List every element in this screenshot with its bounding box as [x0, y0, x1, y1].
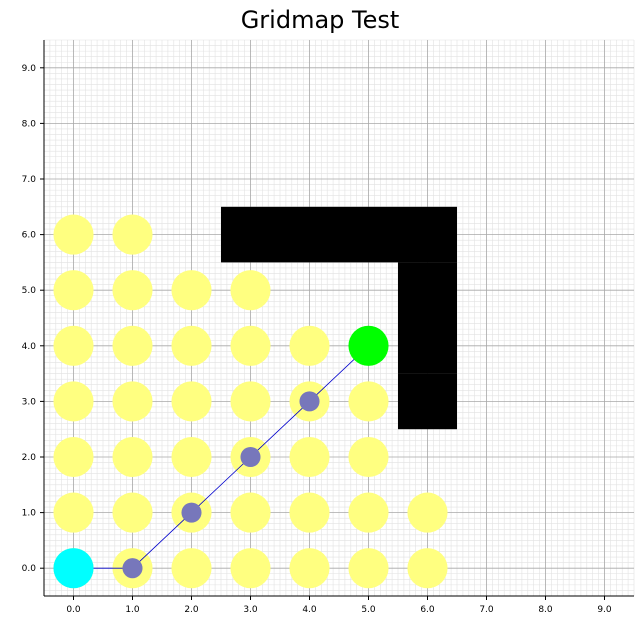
explored-cell [171, 436, 212, 478]
endpoints [53, 325, 389, 589]
goal-node [348, 325, 389, 366]
explored-cell [112, 325, 153, 366]
y-tick-label: 3.0 [22, 397, 37, 407]
obstacle-cell [398, 262, 457, 318]
y-tick-label: 9.0 [22, 64, 37, 74]
x-tick-label: 6.0 [420, 605, 435, 615]
explored-cell [53, 270, 94, 311]
axes [43, 40, 634, 597]
explored-cell [53, 214, 94, 255]
obstacle-cell [398, 206, 457, 263]
explored-cell [348, 381, 389, 422]
x-tick-label: 2.0 [184, 605, 199, 615]
explored-cell [53, 381, 94, 422]
path-node [240, 446, 261, 468]
explored-cell [112, 492, 153, 533]
y-tick-label: 4.0 [22, 342, 37, 352]
path-node [122, 558, 143, 579]
obstacle-cells [221, 206, 457, 430]
explored-cell [230, 548, 271, 589]
explored-cell [171, 381, 212, 422]
y-tick-label: 1.0 [22, 509, 37, 519]
explored-cell [112, 381, 153, 422]
explored-cell [230, 270, 271, 311]
x-tick-label: 0.0 [66, 605, 81, 615]
path-node [181, 502, 202, 523]
start-node [53, 548, 94, 589]
explored-cell [53, 492, 94, 533]
y-tick-label: 5.0 [22, 286, 37, 296]
explored-cell [407, 548, 448, 589]
x-tick-label: 5.0 [361, 605, 376, 615]
x-tick-label: 9.0 [597, 605, 612, 615]
explored-cell [171, 548, 212, 589]
path-nodes [122, 391, 320, 579]
x-tick-label: 8.0 [538, 605, 553, 615]
explored-cell [348, 548, 389, 589]
explored-cell [53, 325, 94, 366]
explored-cells [53, 214, 448, 589]
x-tick-label: 3.0 [243, 605, 258, 615]
explored-cell [112, 270, 153, 311]
explored-cell [289, 492, 330, 533]
explored-cell [112, 436, 153, 478]
explored-cell [407, 492, 448, 533]
explored-cell [348, 492, 389, 533]
x-tick-label: 7.0 [479, 605, 494, 615]
path-node [299, 391, 320, 412]
y-tick-label: 8.0 [22, 119, 37, 129]
chart-title: Gridmap Test [240, 6, 400, 34]
ticks: 0.0 1.0 2.0 3.0 4.0 5.0 6.0 7.0 8.0 9.0 0.0 1.0 2.0 3… [22, 64, 612, 615]
y-tick-label: 2.0 [22, 453, 37, 463]
explored-cell [230, 381, 271, 422]
y-tick-label: 6.0 [22, 231, 37, 241]
obstacle-cell [398, 373, 457, 430]
obstacle-cell [280, 206, 339, 263]
x-tick-label: 4.0 [302, 605, 317, 615]
explored-cell [289, 436, 330, 478]
explored-cell [53, 436, 94, 478]
explored-cell [230, 492, 271, 533]
explored-cell [348, 436, 389, 478]
y-tick-label: 0.0 [22, 564, 37, 574]
explored-cell [230, 325, 271, 366]
explored-cell [171, 270, 212, 311]
y-tick-label: 7.0 [22, 175, 37, 185]
obstacle-cell [339, 206, 398, 263]
explored-cell [171, 325, 212, 366]
obstacle-cell [221, 206, 280, 263]
obstacle-cell [398, 318, 457, 374]
explored-cell [289, 325, 330, 366]
x-tick-label: 1.0 [125, 605, 140, 615]
explored-cell [289, 548, 330, 589]
explored-cell [112, 214, 153, 255]
